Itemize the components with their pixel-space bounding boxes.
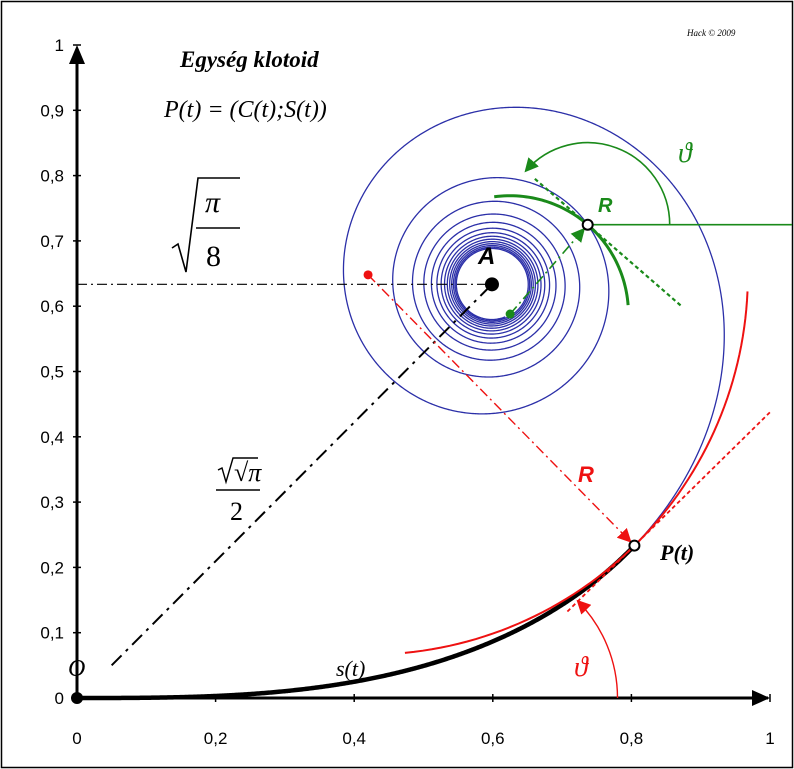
diagonal-dashdot-line [110,283,493,667]
x-tick-label: 0,6 [481,729,505,748]
page-title: Egység klotoid [179,47,319,72]
green-angle-label: ϑ [678,138,693,169]
green-radius-label: R [598,195,613,217]
green-center-point [505,309,515,319]
red-center-point [363,270,373,280]
x-tick-label: 0,4 [342,729,366,748]
point-a [484,277,499,292]
copyright-text: Hack © 2009 [686,28,736,38]
red-radius-label: R [578,462,594,487]
svg-text:8: 8 [206,240,221,273]
point-p2 [581,218,594,231]
point-p [628,539,641,552]
green-angle-arc [524,141,671,225]
green-tangent-line [534,177,683,308]
formula-text: P(t) = (C(t);S(t)) [163,97,327,123]
x-tick-label: 0 [72,729,81,748]
red-tangent-line [566,411,771,613]
y-tick-label: 0,6 [40,297,64,316]
y-tick-label: 0,8 [40,167,64,186]
point-a-label: A [477,243,495,270]
y-tick-label: 1 [55,36,64,55]
y-tick-label: 0,2 [40,558,64,577]
red-angle-arc [576,599,619,699]
red-osculating-arc [404,291,749,654]
svg-text:2: 2 [230,497,243,526]
y-tick-label: 0,7 [40,232,64,251]
arc-length-label: s(t) [336,656,365,681]
red-radius-arrow [367,274,632,543]
origin-point [71,692,83,704]
x-tick-label: 1 [765,729,774,748]
x-axis-arrow [752,690,770,706]
point-p-label: P(t) [659,540,694,565]
x-tick-label: 0,8 [620,729,644,748]
sqrt-pi-over-8-label: π 8 [171,177,240,273]
y-ticks: 0 0,1 0,2 0,3 0,4 0,5 0,6 0,7 0,8 0,9 1 [40,36,81,708]
y-tick-label: 0,3 [40,493,64,512]
y-tick-label: 0,5 [40,363,64,382]
x-ticks: 0 0,2 0,4 0,6 0,8 1 [72,694,775,748]
y-axis-arrow [69,45,85,64]
y-tick-label: 0,9 [40,101,64,120]
sqrt-pi-over-2-label: √π 2 [216,457,262,526]
clothoid-curve [78,106,725,699]
y-tick-label: 0 [55,689,64,708]
svg-text:π: π [205,186,221,219]
arc-length-curve [78,544,637,701]
y-tick-label: 0,1 [40,624,64,643]
svg-text:√π: √π [234,458,262,487]
x-tick-label: 0,2 [204,729,228,748]
origin-label: O [68,656,85,682]
y-tick-label: 0,4 [40,428,64,447]
red-angle-label: ϑ [574,652,589,683]
